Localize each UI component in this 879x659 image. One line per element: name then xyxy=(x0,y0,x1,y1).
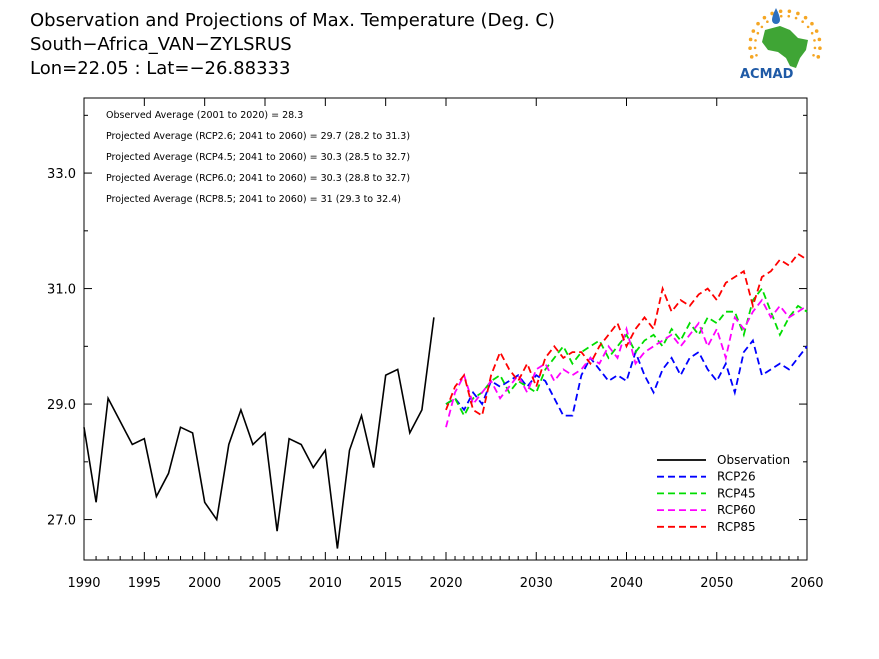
sun-dot xyxy=(751,29,756,33)
sun-dot xyxy=(754,39,757,42)
sun-dot xyxy=(760,25,764,29)
sun-dot xyxy=(762,15,767,20)
x-tick-label: 2060 xyxy=(790,576,823,591)
sun-dot xyxy=(756,31,760,35)
x-tick-label: 2005 xyxy=(248,576,281,591)
y-tick-label: 29.0 xyxy=(47,398,76,413)
x-tick-label: 1995 xyxy=(128,576,161,591)
sun-dot xyxy=(756,21,760,26)
x-tick-label: 2040 xyxy=(610,576,643,591)
sun-dot xyxy=(810,31,814,35)
acmad-logo: ACMAD xyxy=(740,8,822,82)
sun-dot xyxy=(748,37,753,42)
water-drop-icon xyxy=(772,8,780,24)
x-tick-label: 2010 xyxy=(309,576,342,591)
sun-dot xyxy=(779,14,783,18)
sun-dot xyxy=(814,29,819,33)
sun-dot xyxy=(794,16,798,20)
series-lines xyxy=(83,252,808,549)
x-tick-label: 2000 xyxy=(188,576,221,591)
plot-frame xyxy=(83,97,808,561)
sun-dot xyxy=(813,39,816,42)
stat-line: Projected Average (RCP6.0; 2041 to 2060)… xyxy=(106,173,410,184)
sun-dot xyxy=(749,55,754,59)
stat-line: Observed Average (2001 to 2020) = 28.3 xyxy=(106,110,303,121)
axis-ticks: 27.0 29.0 31.0 33.0 1990 1995 2000 2005 2010 2015… xyxy=(47,98,824,591)
sun-dot xyxy=(778,9,783,14)
sun-dot xyxy=(810,21,814,26)
x-tick-label: 2050 xyxy=(700,576,733,591)
y-tick-label: 33.0 xyxy=(47,167,76,182)
sun-dot xyxy=(818,46,822,50)
sun-dot xyxy=(813,46,817,50)
legend-label: RCP26 xyxy=(717,470,756,484)
chart-title-line-3: Lon=22.05 : Lat=−26.88333 xyxy=(30,58,290,79)
sun-dot xyxy=(753,46,757,50)
sun-dot xyxy=(801,20,804,24)
legend-label: RCP60 xyxy=(717,503,756,517)
series-line-rcp26 xyxy=(445,338,808,417)
y-tick-label: 27.0 xyxy=(47,514,76,529)
chart-title-line-2: South−Africa_VAN−ZYLSRUS xyxy=(30,34,292,55)
sun-dot xyxy=(816,55,821,59)
series-line-observation xyxy=(83,317,435,549)
sun-dot xyxy=(806,25,810,29)
sun-dot xyxy=(766,20,769,24)
sun-dot xyxy=(803,15,808,20)
series-line-rcp60 xyxy=(445,298,808,428)
sun-dot xyxy=(817,37,822,42)
stats-block: Observed Average (2001 to 2020) = 28.3 P… xyxy=(106,110,410,205)
sun-dot xyxy=(770,11,774,16)
sun-dot xyxy=(787,14,791,18)
stat-line: Projected Average (RCP2.6; 2041 to 2060)… xyxy=(106,131,410,142)
logo-text: ACMAD xyxy=(740,67,794,82)
sun-dot xyxy=(787,9,792,14)
x-tick-label: 2015 xyxy=(369,576,402,591)
legend: Observation RCP26 RCP45 RCP60 RCP85 xyxy=(657,453,790,534)
sun-dot xyxy=(796,11,800,16)
stat-line: Projected Average (RCP8.5; 2041 to 2060)… xyxy=(106,194,401,205)
chart-title-line-1: Observation and Projections of Max. Temp… xyxy=(30,10,555,31)
x-tick-label: 2030 xyxy=(520,576,553,591)
legend-label: RCP45 xyxy=(717,486,756,500)
legend-label: Observation xyxy=(717,453,790,467)
legend-label: RCP85 xyxy=(717,520,756,534)
sun-dot xyxy=(755,53,758,57)
africa-map-logo-icon xyxy=(762,26,808,68)
sun-dot xyxy=(748,46,752,50)
stat-line: Projected Average (RCP4.5; 2041 to 2060)… xyxy=(106,152,410,163)
x-tick-label: 1990 xyxy=(67,576,100,591)
sun-dot xyxy=(812,53,815,57)
y-tick-label: 31.0 xyxy=(47,283,76,298)
series-line-rcp85 xyxy=(445,252,808,418)
x-tick-label: 2020 xyxy=(429,576,462,591)
